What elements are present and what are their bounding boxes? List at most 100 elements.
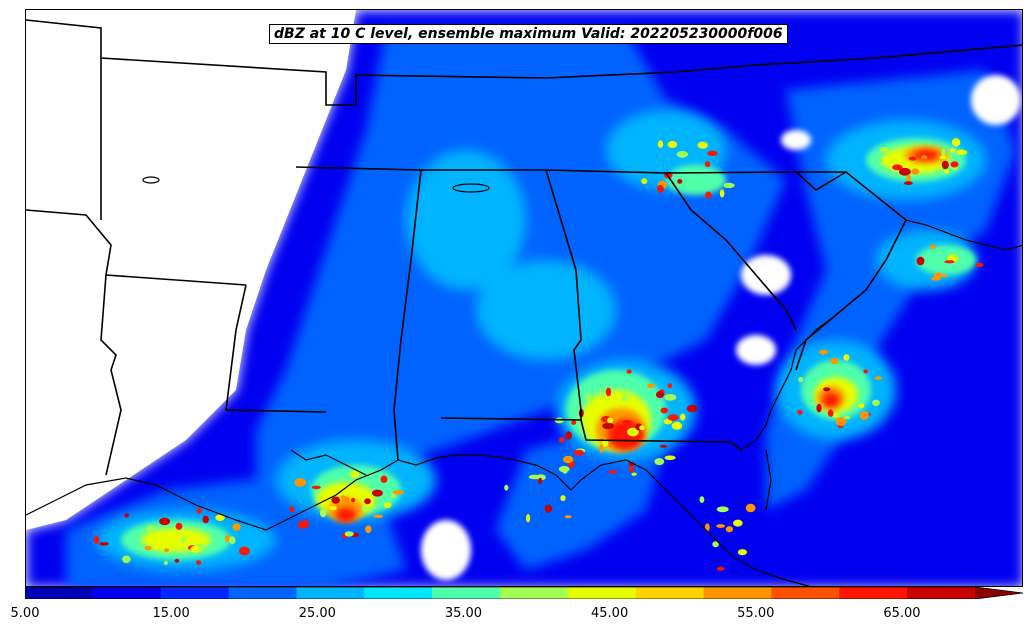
convective-cell bbox=[667, 383, 673, 389]
colorbar-segment bbox=[92, 587, 162, 599]
convective-cell bbox=[737, 549, 748, 556]
convective-cell bbox=[144, 545, 152, 551]
convective-cell bbox=[99, 542, 109, 546]
convective-cell bbox=[371, 489, 383, 497]
convective-cell bbox=[558, 437, 565, 443]
convective-cell bbox=[944, 168, 950, 174]
convective-cell bbox=[327, 488, 334, 494]
convective-cell bbox=[843, 416, 851, 420]
convective-cell bbox=[911, 168, 920, 175]
convective-cell bbox=[657, 184, 664, 194]
colorbar-segment bbox=[296, 587, 365, 599]
convective-cell bbox=[863, 369, 868, 374]
convective-cell bbox=[745, 503, 756, 513]
colorbar-segment bbox=[228, 587, 297, 599]
convective-cell bbox=[942, 274, 948, 278]
convective-cell bbox=[676, 151, 689, 158]
convective-cell bbox=[585, 393, 592, 400]
convective-cell bbox=[816, 403, 822, 413]
convective-cell bbox=[712, 541, 719, 548]
convective-cell bbox=[573, 449, 585, 456]
colorbar-tick-label: 65.00 bbox=[883, 606, 921, 621]
clear-air-gaps bbox=[421, 75, 1021, 580]
convective-cell bbox=[606, 417, 614, 424]
convective-cell bbox=[639, 425, 645, 431]
convective-cell bbox=[830, 357, 839, 365]
convective-cell bbox=[599, 394, 607, 398]
convective-cell bbox=[621, 394, 629, 403]
convective-cell bbox=[659, 444, 668, 448]
convective-cell bbox=[612, 414, 620, 420]
convective-cell bbox=[671, 421, 683, 430]
convective-cell bbox=[526, 514, 531, 523]
convective-cell bbox=[859, 411, 869, 420]
convective-cell bbox=[383, 502, 392, 509]
convective-cell bbox=[664, 394, 677, 401]
convective-cell bbox=[174, 558, 180, 563]
convective-cell bbox=[389, 493, 396, 498]
convective-cell bbox=[835, 417, 847, 426]
convective-cell bbox=[827, 409, 834, 417]
convective-cell bbox=[941, 148, 946, 157]
convective-cell bbox=[232, 523, 241, 531]
convective-cell bbox=[858, 402, 865, 409]
colorbar-segment bbox=[160, 587, 230, 599]
convective-cell bbox=[677, 179, 683, 184]
convective-cell bbox=[122, 555, 131, 564]
colorbar-tick-label: 25.00 bbox=[298, 606, 336, 621]
convective-cell bbox=[686, 404, 698, 413]
convective-cell bbox=[929, 244, 936, 249]
convective-cell bbox=[916, 256, 925, 266]
colorbar-segment bbox=[500, 587, 569, 599]
colorbar-segment bbox=[839, 587, 908, 599]
convective-cell bbox=[908, 156, 917, 161]
convective-cell bbox=[951, 138, 961, 147]
convective-cell bbox=[697, 141, 708, 149]
convective-cell bbox=[628, 465, 635, 473]
convective-cell bbox=[904, 181, 913, 186]
convective-cell bbox=[660, 407, 669, 414]
convective-cell bbox=[921, 155, 928, 160]
convective-cell bbox=[883, 158, 888, 165]
convective-cell bbox=[831, 412, 840, 418]
convective-cell bbox=[656, 391, 664, 399]
convective-cell bbox=[175, 522, 183, 530]
convective-cell bbox=[538, 477, 543, 484]
convective-cell bbox=[558, 465, 570, 473]
convective-cell bbox=[654, 458, 665, 466]
convective-cell bbox=[641, 178, 648, 184]
colorbar-segment bbox=[703, 587, 772, 599]
convective-cell bbox=[716, 506, 729, 513]
convective-cell bbox=[944, 260, 955, 264]
convective-cell bbox=[797, 409, 803, 415]
convective-cell bbox=[723, 182, 735, 189]
coastline bbox=[26, 219, 1022, 586]
convective-cell bbox=[311, 485, 321, 490]
convective-cell bbox=[843, 354, 850, 361]
state-boundaries bbox=[26, 19, 1022, 476]
convective-cell bbox=[380, 475, 388, 483]
convective-cell bbox=[504, 484, 509, 491]
colorbar-tick-label: 55.00 bbox=[737, 606, 775, 621]
convective-cell bbox=[872, 399, 880, 406]
convective-cell bbox=[705, 191, 712, 199]
convective-cell bbox=[159, 517, 171, 526]
convective-cell bbox=[599, 444, 604, 453]
convective-cell bbox=[934, 272, 943, 279]
convective-cell bbox=[350, 470, 360, 479]
no-echo-region-west bbox=[26, 10, 356, 530]
convective-cell bbox=[699, 496, 705, 503]
convective-cell bbox=[622, 419, 632, 424]
convective-cell bbox=[626, 369, 632, 374]
convective-cell bbox=[196, 560, 202, 565]
convective-cell bbox=[819, 349, 828, 355]
convective-cell bbox=[565, 431, 572, 440]
map-title: dBZ at 10 C level, ensemble maximum Vali… bbox=[269, 24, 788, 44]
colorbar-outline bbox=[25, 587, 1023, 599]
colorbar-tick-label: 5.00 bbox=[10, 606, 40, 621]
colorbar-tick-label: 15.00 bbox=[152, 606, 190, 621]
convective-cell bbox=[704, 161, 711, 168]
convective-cell bbox=[319, 508, 327, 518]
lakes bbox=[142, 176, 490, 193]
